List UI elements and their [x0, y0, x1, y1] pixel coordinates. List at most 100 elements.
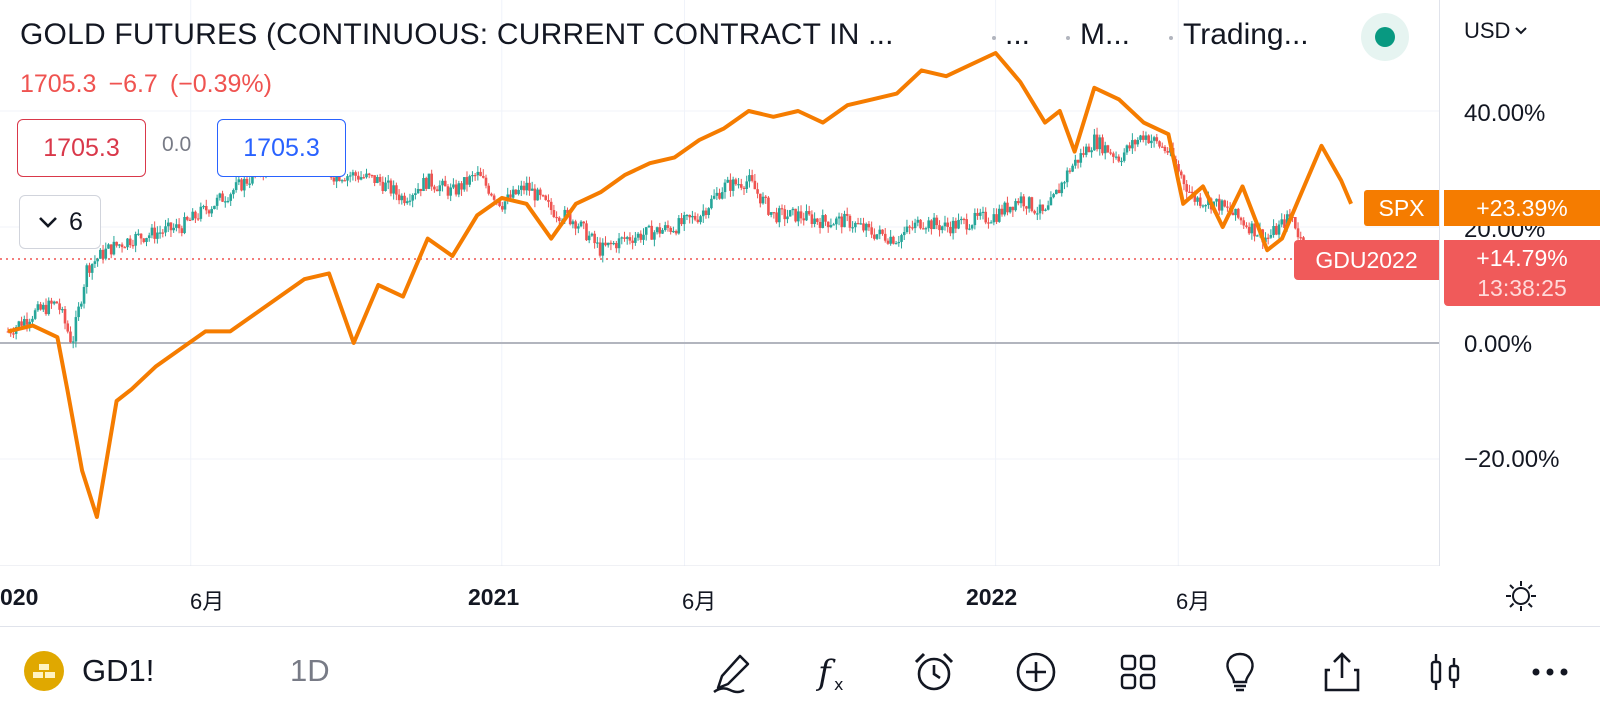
candle-body: [1068, 170, 1072, 172]
candle-body: [131, 245, 135, 247]
candle-body: [807, 211, 811, 215]
candle-body: [381, 181, 385, 192]
candle-body: [1017, 201, 1020, 204]
candle-body: [411, 195, 414, 201]
header-segment-exchange[interactable]: Trading...: [1183, 18, 1309, 51]
market-status-icon[interactable]: [1361, 13, 1409, 61]
candle-body: [541, 195, 545, 197]
candle-body: [688, 214, 691, 218]
interval-button[interactable]: 1D: [290, 653, 330, 688]
candle-body: [487, 185, 491, 194]
gold-bars-icon[interactable]: [24, 651, 64, 691]
candle-body: [1060, 182, 1064, 194]
candle-body: [726, 179, 730, 183]
settings-sun-icon[interactable]: [1504, 579, 1538, 613]
candle-body: [946, 222, 949, 227]
spread-value: 0.0: [162, 133, 192, 156]
header-segment-2[interactable]: M...: [1080, 18, 1130, 51]
chart-type-candles-icon[interactable]: [1424, 650, 1468, 694]
candle-body: [115, 241, 118, 246]
symbol-button[interactable]: GD1!: [82, 653, 155, 688]
more-icon[interactable]: [1528, 650, 1572, 694]
candle-body: [674, 230, 678, 234]
candle-body: [199, 206, 203, 219]
candle-body: [775, 212, 778, 223]
candle-body: [1280, 219, 1284, 225]
candle-body: [658, 227, 662, 234]
candle-body: [452, 184, 455, 188]
sell-price-button[interactable]: 1705.3: [17, 119, 146, 177]
candle-body: [539, 189, 542, 196]
candle-body: [90, 263, 94, 273]
candle-body: [1109, 152, 1112, 154]
candle-body: [39, 304, 42, 310]
candle-body: [824, 215, 827, 222]
candle-body: [343, 180, 347, 182]
candle-body: [710, 198, 713, 209]
candle-body: [1147, 135, 1150, 144]
candle-body: [107, 244, 110, 249]
candle-body: [840, 216, 844, 228]
candle-body: [1242, 220, 1246, 226]
candle-body: [223, 201, 227, 203]
candle-body: [579, 221, 583, 227]
candle-body: [61, 309, 64, 311]
candle-body: [821, 215, 825, 228]
candle-body: [1299, 237, 1303, 239]
candle-body: [870, 227, 873, 235]
drawing-pen-icon[interactable]: [710, 650, 754, 694]
candle-body: [6, 331, 10, 333]
candle-body: [137, 233, 140, 235]
gold-value-tag: +14.79% 13:38:25: [1444, 240, 1600, 306]
candle-body: [210, 209, 213, 214]
add-plus-icon[interactable]: [1014, 650, 1058, 694]
candle-body: [1074, 159, 1077, 166]
x-tick-label: 2022: [966, 584, 1018, 610]
candle-body: [112, 241, 116, 255]
candle-body: [1250, 223, 1254, 234]
candle-body: [204, 206, 208, 211]
candle-body: [123, 247, 127, 249]
alert-clock-icon[interactable]: [912, 650, 956, 694]
buy-price-button[interactable]: 1705.3: [217, 119, 346, 177]
indicators-toggle-button[interactable]: 6: [19, 195, 101, 249]
candle-body: [460, 183, 463, 190]
candle-body: [101, 249, 105, 259]
candle-body: [954, 220, 958, 229]
candle-body: [981, 211, 985, 214]
candle-body: [1231, 212, 1235, 216]
candle-body: [677, 218, 681, 234]
svg-text:f: f: [815, 653, 836, 693]
candle-body: [1036, 213, 1039, 215]
candle-body: [756, 189, 759, 194]
candle-body: [1011, 206, 1015, 211]
candle-body: [88, 265, 91, 273]
gold-series-tag[interactable]: GDU2022: [1294, 240, 1439, 280]
candle-body: [1226, 206, 1229, 208]
ideas-lightbulb-icon[interactable]: [1218, 650, 1262, 694]
spx-series-tag[interactable]: SPX: [1364, 190, 1439, 226]
candle-body: [940, 226, 944, 231]
candle-body: [892, 236, 895, 244]
candle-body: [1082, 153, 1085, 155]
currency-selector[interactable]: USD: [1464, 18, 1528, 44]
candle-body: [118, 244, 121, 246]
header-segment-1[interactable]: ...: [1005, 18, 1031, 51]
chart-title[interactable]: GOLD FUTURES (CONTINUOUS: CURRENT CONTRA…: [20, 18, 894, 51]
candle-body: [813, 218, 816, 224]
candle-body: [1030, 197, 1034, 211]
candle-body: [1275, 226, 1278, 235]
candle-body: [218, 193, 222, 198]
candle-body: [878, 229, 882, 235]
candle-body: [215, 197, 219, 206]
candle-body: [517, 189, 520, 195]
candle-body: [1055, 189, 1058, 195]
candle-body: [1000, 208, 1004, 215]
candle-body: [405, 201, 409, 204]
share-icon[interactable]: [1320, 650, 1364, 694]
candle-body: [644, 227, 648, 235]
layouts-grid-icon[interactable]: [1116, 650, 1160, 694]
candle-body: [894, 243, 898, 245]
candle-body: [1255, 235, 1259, 237]
